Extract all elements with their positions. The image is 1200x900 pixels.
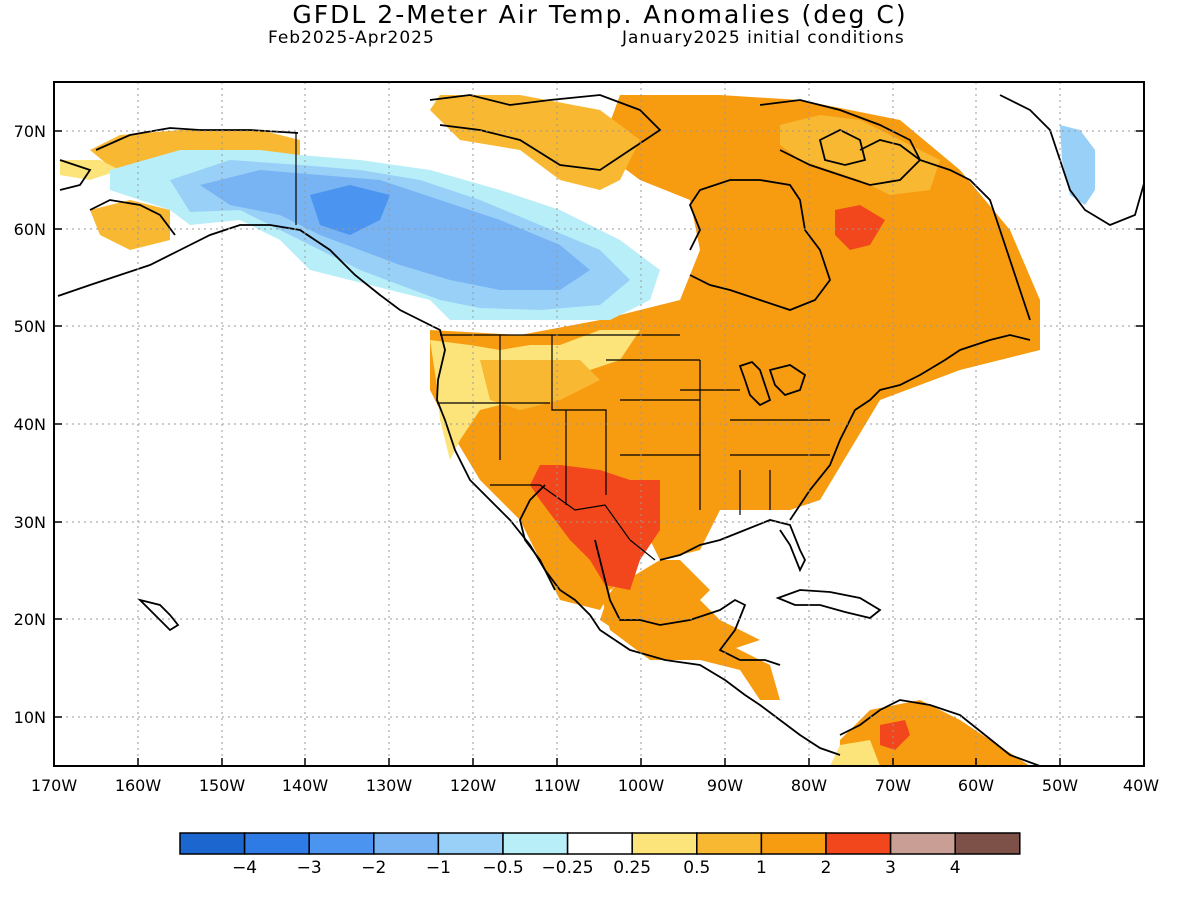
latitude-labels: 70N 60N 50N 40N 30N 20N 10N [14, 122, 46, 727]
colorbar-label: 1 [756, 858, 767, 878]
colorbar-swatch [502, 832, 569, 855]
forecast-period: Feb2025-Apr2025 [268, 28, 435, 48]
map-area [57, 94, 1144, 766]
colorbar-legend: −4 −3 −2 −1 −0.5 −0.25 0.25 0.5 1 2 3 4 [179, 832, 1021, 878]
lon-label: 80W [791, 776, 827, 795]
lon-label: 140W [282, 776, 329, 795]
lat-label: 20N [14, 610, 46, 629]
lon-label: 120W [450, 776, 497, 795]
graticule [54, 82, 1144, 766]
colorbar-swatch [825, 832, 892, 855]
colorbar-label: −3 [297, 858, 322, 878]
lon-label: 150W [199, 776, 246, 795]
lon-label: 100W [618, 776, 665, 795]
initial-conditions: January2025 initial conditions [622, 28, 905, 48]
tick-marks [54, 130, 1144, 766]
anomaly-shading [60, 95, 1095, 766]
lat-label: 10N [14, 708, 46, 727]
colorbar-label: 4 [950, 858, 961, 878]
colorbar-swatch [889, 832, 956, 855]
colorbar-swatch [760, 832, 827, 855]
lon-label: 170W [31, 776, 78, 795]
lon-label: 110W [534, 776, 581, 795]
lon-label: 90W [707, 776, 743, 795]
colorbar-swatch [566, 832, 633, 855]
colorbar-label: −0.5 [482, 858, 523, 878]
lon-label: 70W [875, 776, 911, 795]
lon-label: 40W [1123, 776, 1159, 795]
lon-label: 50W [1042, 776, 1078, 795]
colorbar-swatch [308, 832, 375, 855]
lat-label: 30N [14, 513, 46, 532]
colorbar-label: −1 [426, 858, 451, 878]
lon-label: 160W [115, 776, 162, 795]
colorbar-label: −0.25 [542, 858, 594, 878]
colorbar-label: 0.25 [613, 858, 651, 878]
colorbar-swatch [437, 832, 504, 855]
colorbar-label: 0.5 [683, 858, 710, 878]
colorbar-swatch [243, 832, 310, 855]
colorbar-label: −4 [232, 858, 257, 878]
colorbar-label: 2 [821, 858, 832, 878]
colorbar-swatch [954, 832, 1021, 855]
colorbar-label: 3 [885, 858, 896, 878]
colorbar-swatch [179, 832, 246, 855]
political-borders [295, 133, 830, 561]
longitude-labels: 170W 160W 150W 140W 130W 120W 110W 100W … [31, 776, 1159, 795]
lat-label: 40N [14, 415, 46, 434]
lon-label: 60W [958, 776, 994, 795]
colorbar-swatch [631, 832, 698, 855]
lat-label: 50N [14, 317, 46, 336]
colorbar-swatch [696, 832, 763, 855]
lon-label: 130W [366, 776, 413, 795]
lat-label: 70N [14, 122, 46, 141]
colorbar-swatch [373, 832, 440, 855]
lat-label: 60N [14, 220, 46, 239]
map-title: GFDL 2-Meter Air Temp. Anomalies (deg C) [292, 0, 908, 29]
colorbar-label: −2 [361, 858, 386, 878]
